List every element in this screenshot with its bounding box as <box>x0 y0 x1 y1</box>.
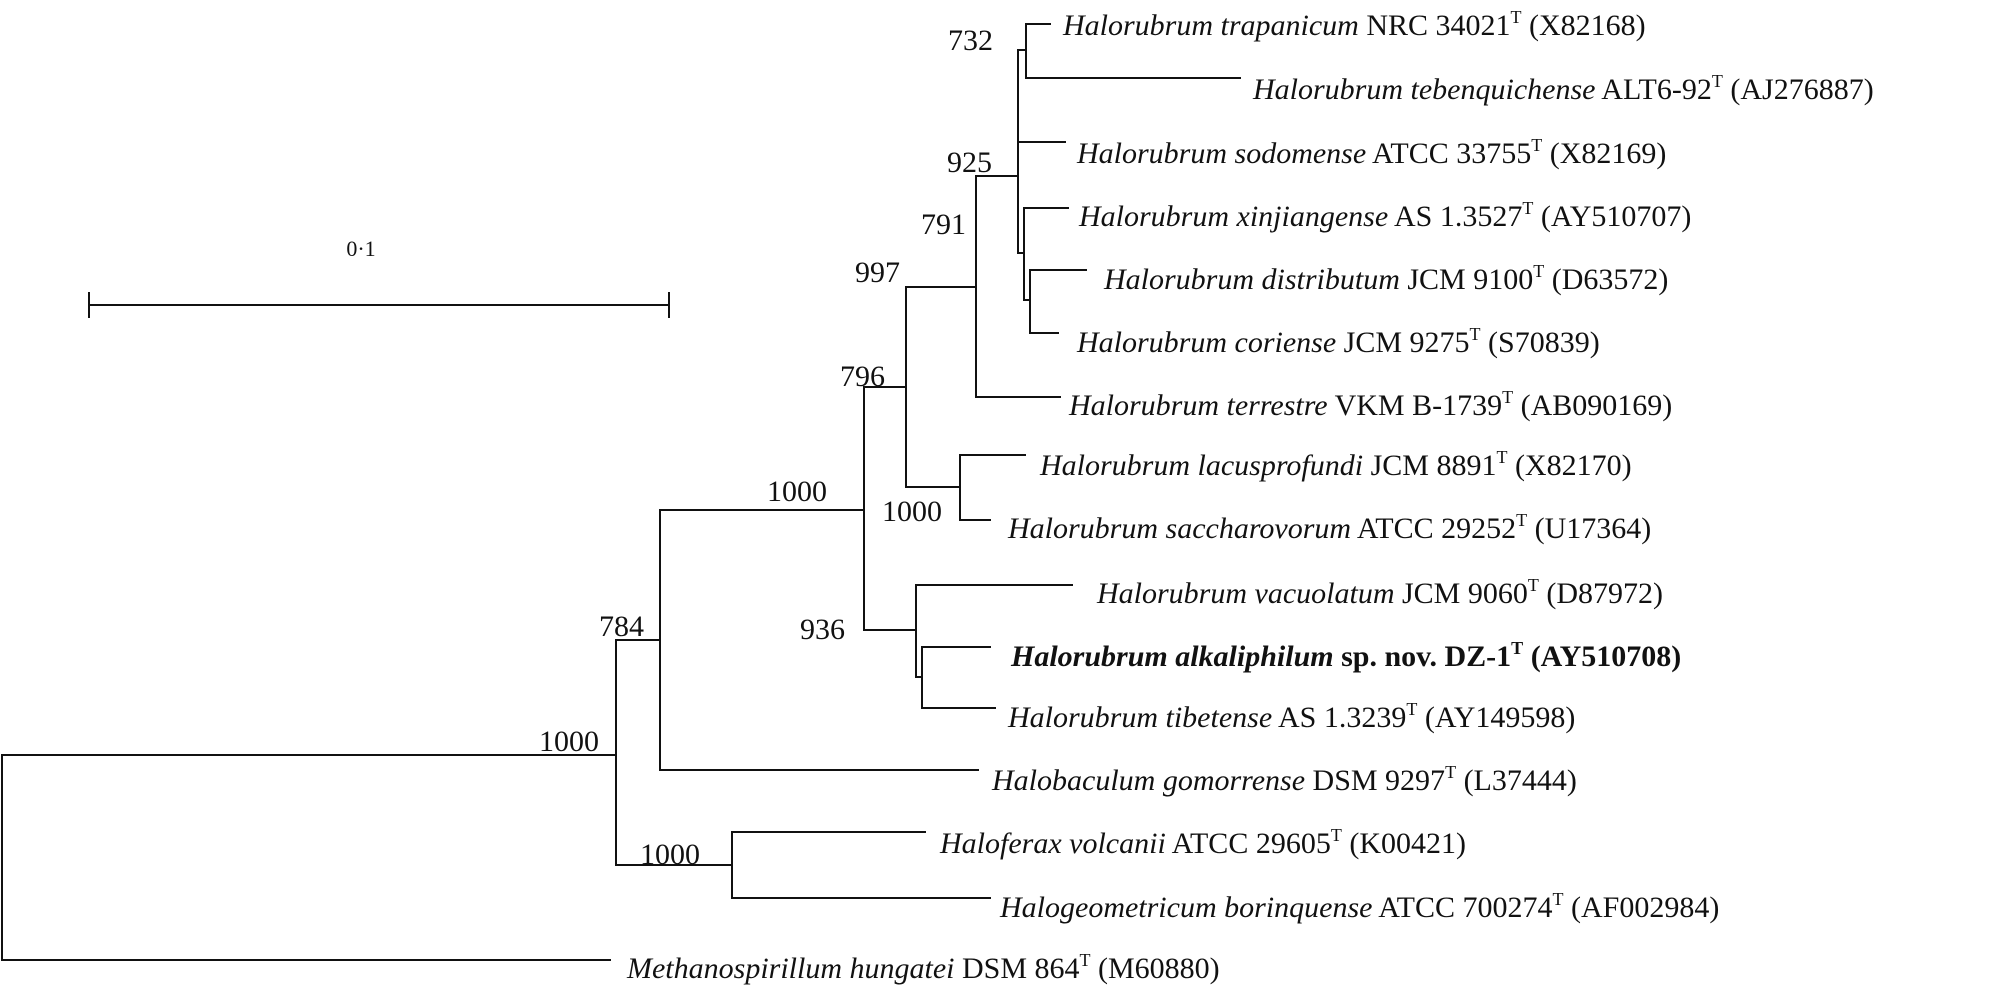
taxon-label: Haloferax volcanii ATCC 29605T (K00421) <box>939 825 1466 860</box>
bootstrap-value: 1000 <box>539 725 599 758</box>
taxon-label: Halorubrum distributum JCM 9100T (D63572… <box>1103 261 1668 296</box>
bootstrap-value: 791 <box>921 208 966 241</box>
taxon-label: Halorubrum sodomense ATCC 33755T (X82169… <box>1076 135 1666 170</box>
taxon-label: Halorubrum saccharovorum ATCC 29252T (U1… <box>1007 510 1651 545</box>
bootstrap-value: 732 <box>948 24 993 57</box>
taxon-label: Halorubrum terrestre VKM B-1739T (AB0901… <box>1068 387 1672 422</box>
scale-bar-label: 0·1 <box>346 236 375 261</box>
bootstrap-values: 732 925 791 997 796 1000 1000 936 784 10… <box>539 24 993 871</box>
bootstrap-value: 796 <box>840 360 885 393</box>
bootstrap-value: 925 <box>947 146 992 179</box>
taxon-label: Halorubrum vacuolatum JCM 9060T (D87972) <box>1096 575 1663 610</box>
bootstrap-value: 1000 <box>640 838 700 871</box>
bootstrap-value: 1000 <box>767 475 827 508</box>
taxon-label: Halogeometricum borinquense ATCC 700274T… <box>999 889 1719 924</box>
scale-bar: 0·1 <box>88 236 670 318</box>
taxon-label: Halorubrum tebenquichense ALT6-92T (AJ27… <box>1252 71 1874 106</box>
taxon-label: Halorubrum trapanicum NRC 34021T (X82168… <box>1062 7 1646 42</box>
taxon-label: Halorubrum lacusprofundi JCM 8891T (X821… <box>1039 447 1632 482</box>
bootstrap-value: 784 <box>599 610 644 643</box>
bootstrap-value: 997 <box>855 256 900 289</box>
taxon-label: Halorubrum xinjiangense AS 1.3527T (AY51… <box>1078 198 1691 233</box>
tree-branches <box>1 23 1241 961</box>
bootstrap-value: 936 <box>800 613 845 646</box>
taxon-label: Halobaculum gomorrense DSM 9297T (L37444… <box>991 762 1577 797</box>
taxon-label: Methanospirillum hungatei DSM 864T (M608… <box>626 950 1220 985</box>
bootstrap-value: 1000 <box>882 495 942 528</box>
taxon-labels: Halorubrum trapanicum NRC 34021T (X82168… <box>626 7 1874 985</box>
taxon-label-new-species: Halorubrum alkaliphilum sp. nov. DZ-1T (… <box>1010 638 1681 673</box>
taxon-label: Halorubrum coriense JCM 9275T (S70839) <box>1076 324 1600 359</box>
taxon-label: Halorubrum tibetense AS 1.3239T (AY14959… <box>1007 699 1575 734</box>
